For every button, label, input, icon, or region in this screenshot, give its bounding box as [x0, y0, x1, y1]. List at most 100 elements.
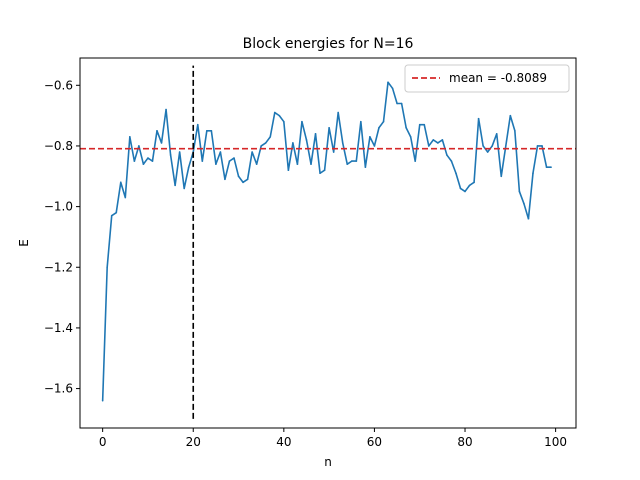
data-point — [364, 166, 367, 168]
data-point — [124, 196, 127, 199]
data-point — [296, 163, 299, 165]
data-point — [482, 145, 484, 147]
y-tick-label: −1.6 — [44, 382, 73, 396]
data-point — [314, 133, 317, 135]
data-point — [242, 181, 244, 184]
data-point — [378, 126, 380, 129]
data-point — [224, 178, 226, 181]
data-point — [260, 145, 262, 147]
data-point — [391, 87, 394, 90]
data-layer — [80, 65, 576, 419]
x-tick-label: 60 — [367, 435, 382, 449]
data-point — [301, 120, 303, 123]
data-point — [183, 187, 185, 190]
data-point — [251, 151, 253, 153]
data-point — [138, 145, 140, 147]
data-point — [147, 157, 149, 159]
y-tick-label: −1.0 — [44, 200, 73, 214]
data-point — [477, 117, 480, 120]
data-point — [264, 142, 267, 144]
data-point — [237, 175, 240, 178]
data-point — [437, 142, 439, 144]
data-point — [486, 151, 489, 153]
data-point — [432, 139, 435, 141]
x-tick-label: 0 — [99, 435, 107, 449]
data-point — [174, 184, 176, 187]
data-point — [337, 111, 339, 114]
x-axis: 0 20 40 60 80 100 — [99, 428, 567, 449]
data-point — [405, 126, 407, 129]
data-point — [409, 136, 412, 138]
data-point — [414, 160, 417, 162]
data-point — [178, 151, 181, 153]
data-point — [459, 187, 462, 190]
y-tick-label: −1.4 — [44, 321, 73, 335]
data-point — [400, 102, 403, 105]
data-point — [527, 217, 530, 220]
y-tick-label: −0.6 — [44, 78, 73, 92]
data-point — [387, 81, 389, 84]
data-point — [441, 139, 444, 141]
data-point — [495, 133, 498, 135]
data-point — [160, 142, 163, 144]
data-point — [323, 169, 326, 172]
data-point — [156, 129, 158, 132]
data-point — [550, 166, 552, 168]
data-point — [532, 172, 534, 175]
data-point — [514, 129, 516, 132]
data-point — [165, 108, 167, 111]
chart-title: Block energies for N=16 — [243, 36, 414, 52]
data-point — [427, 145, 430, 147]
data-point — [201, 160, 204, 162]
data-point — [196, 123, 199, 126]
data-point — [169, 154, 172, 156]
y-tick-label: −1.2 — [44, 260, 73, 274]
data-point — [310, 163, 312, 165]
data-point — [233, 157, 235, 159]
data-point — [292, 142, 294, 144]
data-point — [133, 160, 136, 162]
data-point — [106, 266, 108, 269]
data-point — [346, 163, 349, 165]
data-point — [369, 136, 371, 138]
data-point — [151, 160, 154, 162]
data-point — [545, 166, 548, 168]
data-point — [210, 129, 213, 132]
data-point — [269, 136, 272, 138]
legend-box — [404, 64, 570, 93]
data-point — [228, 160, 231, 162]
data-point — [110, 214, 113, 217]
data-point — [446, 154, 448, 156]
data-point — [373, 145, 376, 147]
data-point — [278, 114, 281, 117]
legend: mean = -0.8089 — [404, 64, 570, 93]
x-tick-label: 100 — [544, 435, 567, 449]
data-point — [491, 145, 494, 147]
y-axis: −1.6 −1.4 −1.2 −1.0 −0.8 −0.6 — [44, 78, 80, 396]
data-point — [504, 145, 507, 147]
x-tick-label: 20 — [186, 435, 201, 449]
data-point — [468, 184, 471, 187]
data-point — [473, 181, 475, 184]
y-tick-label: −0.8 — [44, 139, 73, 153]
data-point — [341, 142, 344, 144]
data-point — [360, 120, 362, 123]
data-point — [509, 114, 512, 117]
data-point — [332, 151, 335, 153]
data-point — [319, 172, 321, 175]
data-point — [541, 145, 543, 147]
data-point — [187, 166, 190, 168]
data-point — [305, 139, 308, 141]
x-tick-label: 80 — [457, 435, 472, 449]
data-point — [523, 202, 525, 205]
data-point — [518, 190, 521, 193]
data-point — [255, 163, 258, 165]
data-point — [246, 178, 249, 181]
data-point — [129, 136, 131, 138]
data-point — [206, 129, 208, 132]
data-point — [536, 145, 539, 147]
data-point — [396, 102, 398, 105]
data-point — [382, 120, 385, 123]
plot-area — [79, 57, 577, 429]
data-point — [418, 123, 421, 126]
